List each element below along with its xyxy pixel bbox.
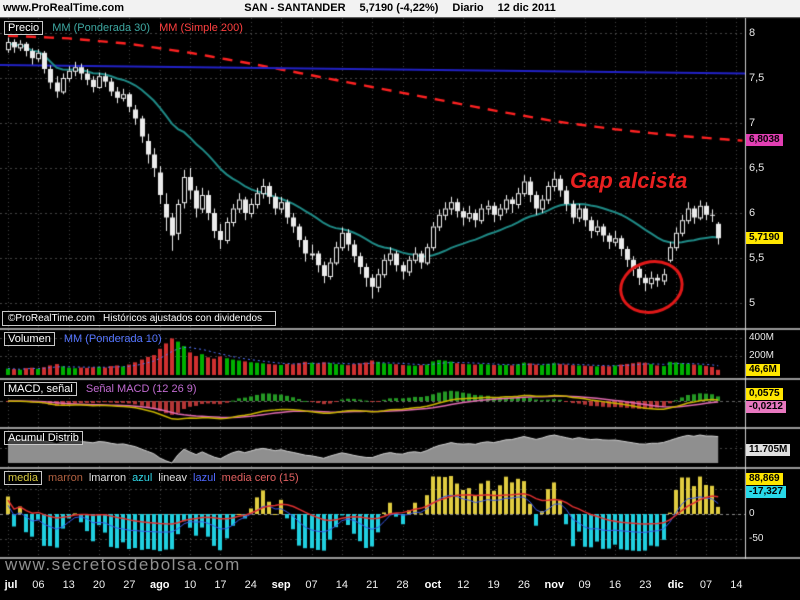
time-axis-tick: nov [544,579,565,591]
chart-title: SAN - SANTANDER 5,7190 (-4,22%) Diario 12 d… [0,0,800,17]
oscillator-axis-tick: -50 [749,533,764,544]
mm200-legend-label: MM (Simple 200) [159,22,243,34]
time-axis-tick: ago [149,579,170,591]
volume-legend: Volumen MM (Ponderada 10) [4,332,168,346]
date-label: 12 dic 2011 [497,2,556,14]
price-axis-tick: 7 [749,117,756,129]
price-axis-tick: 5,5 [749,252,765,264]
time-axis-tick: 13 [62,579,75,591]
price-axis-tick: 6 [749,207,756,219]
time-axis-tick: 06 [32,579,45,591]
macd-value-label: 0,0575 [746,388,783,400]
price-axis-tick: 7,5 [749,72,765,84]
time-axis-tick: oct [424,579,442,591]
prorealtime-site-label: www.ProRealTime.com [3,2,125,14]
oscillator-legend-token: lmarron [88,472,127,484]
oscillator-legend-token: media [4,471,42,485]
oscillator-legend-token: azul [132,472,153,484]
time-axis-tick: 12 [457,579,470,591]
title-bar: www.ProRealTime.com SAN - SANTANDER 5,719… [0,0,800,17]
quote-label: 5,7190 (-4,22%) [359,2,439,14]
gap-alcista-annotation: Gap alcista [570,168,688,193]
oscillator-legend-token: marron [47,472,83,484]
macd-series-label: Señal MACD (12 26 9) [85,383,197,395]
price-axis-tick: 6,5 [749,162,765,174]
oscillator-legend-token: lineav [158,472,188,484]
oscillator-legend-token: media cero (15) [221,472,299,484]
oscillator-high-value-label: 88,869 [746,473,783,485]
oscillator-legend: media marron lmarron azul lineav lazul media c… [4,471,305,485]
price-panel-name: Precio [4,21,44,35]
time-axis-tick: 24 [244,579,257,591]
time-axis-tick: 21 [366,579,379,591]
time-axis-tick: dic [667,579,684,591]
copyright-note: Históricos ajustados con dividendos [103,313,263,324]
volume-axis-tick: 400M [749,332,775,343]
time-axis-tick: 14 [730,579,743,591]
macd-panel-name: MACD, señal [4,382,77,396]
time-axis-tick: 07 [699,579,713,591]
timeframe-label: Diario [452,2,484,14]
accdist-panel-name: Acumul Distrib [4,431,83,445]
time-axis-tick: 19 [487,579,500,591]
oscillator-axis-tick: 0 [749,508,755,519]
price-axis-tick: 8 [749,27,756,39]
time-axis-tick: sep [271,579,291,591]
last-price-label: 5,7190 [746,232,783,244]
mm200-value-label: 6,8038 [746,134,783,146]
volume-value-label: 46,6M [746,364,780,376]
time-axis-tick: jul [4,579,18,591]
time-axis-tick: 14 [335,579,348,591]
volume-ma-legend-label: MM (Ponderada 10) [63,333,162,345]
macd-signal-value-label: -0,0212 [746,401,786,413]
time-axis-tick: 16 [608,579,622,591]
accdist-legend: Acumul Distrib [4,431,89,445]
price-axis-tick: 5 [749,297,756,309]
time-axis-tick: 26 [517,579,531,591]
symbol-label: SAN - SANTANDER [244,2,346,14]
macd-legend: MACD, señal Señal MACD (12 26 9) [4,382,203,396]
time-axis-tick: 23 [639,579,652,591]
copyright-box: ©ProRealTime.com Históricos ajustados con… [2,311,277,326]
price-legend: Precio MM (Ponderada 30) MM (Simple 200) [4,21,249,35]
copyright-site: ©ProRealTime.com [8,313,96,324]
volume-panel-name: Volumen [4,332,55,346]
time-axis-tick: 20 [92,579,106,591]
time-axis-tick: 27 [123,579,136,591]
time-axis-tick: 10 [183,579,197,591]
time-axis-tick: 28 [396,579,409,591]
time-axis-tick: 07 [305,579,318,591]
oscillator-low-value-label: -17,327 [746,486,786,498]
oscillator-legend-token: lazul [193,472,216,484]
volume-axis-tick: 200M [749,350,775,361]
accdist-value-label: 11.705M [746,444,791,456]
time-axis-tick: 09 [578,579,591,591]
mm30-legend-label: MM (Ponderada 30) [52,22,151,34]
secretosdebolsa-watermark: www.secretosdebolsa.com [5,555,241,574]
time-axis-tick: 17 [214,579,227,591]
